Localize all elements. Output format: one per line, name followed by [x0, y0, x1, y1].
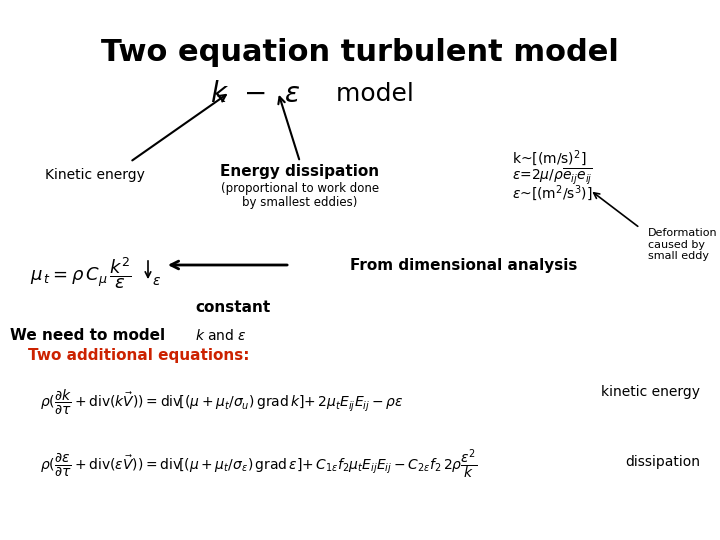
Text: From dimensional analysis: From dimensional analysis [350, 258, 577, 273]
Text: $\rho(\dfrac{\partial \varepsilon}{\partial \tau}+\mathrm{div}(\varepsilon\vec{V: $\rho(\dfrac{\partial \varepsilon}{\part… [40, 447, 477, 481]
Text: $\varepsilon$=2$\mu$/$\rho\overline{e_{ij}e_{ij}}$: $\varepsilon$=2$\mu$/$\rho\overline{e_{i… [512, 166, 593, 187]
Text: We need to model: We need to model [10, 328, 165, 343]
Text: kinetic energy: kinetic energy [601, 385, 700, 399]
Text: model: model [320, 82, 414, 106]
Text: k~[(m/s)$^2$]: k~[(m/s)$^2$] [512, 148, 586, 168]
Text: $\varepsilon$~[(m$^2$/s$^3$)]: $\varepsilon$~[(m$^2$/s$^3$)] [512, 183, 593, 203]
Text: $\rho(\dfrac{\partial k}{\partial \tau}+\mathrm{div}(k\vec{V}))$$ = \mathrm{div}: $\rho(\dfrac{\partial k}{\partial \tau}+… [40, 388, 403, 417]
Text: (proportional to work done: (proportional to work done [221, 182, 379, 195]
Text: Two additional equations:: Two additional equations: [28, 348, 250, 363]
Text: Two equation turbulent model: Two equation turbulent model [101, 38, 619, 67]
Text: $k$  $-$  $\varepsilon$: $k$ $-$ $\varepsilon$ [210, 80, 300, 108]
Text: Energy dissipation: Energy dissipation [220, 164, 379, 179]
Text: by smallest eddies): by smallest eddies) [243, 196, 358, 209]
Text: $k$ and $\varepsilon$: $k$ and $\varepsilon$ [195, 328, 247, 343]
Text: $\varepsilon$: $\varepsilon$ [152, 274, 161, 288]
Text: Kinetic energy: Kinetic energy [45, 168, 145, 182]
Text: $\mu_{\,t} = \rho\, C_\mu\, \dfrac{k^2}{\varepsilon}$: $\mu_{\,t} = \rho\, C_\mu\, \dfrac{k^2}{… [30, 255, 132, 291]
Text: constant: constant [195, 300, 270, 315]
Text: Deformation
caused by
small eddy: Deformation caused by small eddy [648, 228, 718, 261]
Text: dissipation: dissipation [625, 455, 700, 469]
